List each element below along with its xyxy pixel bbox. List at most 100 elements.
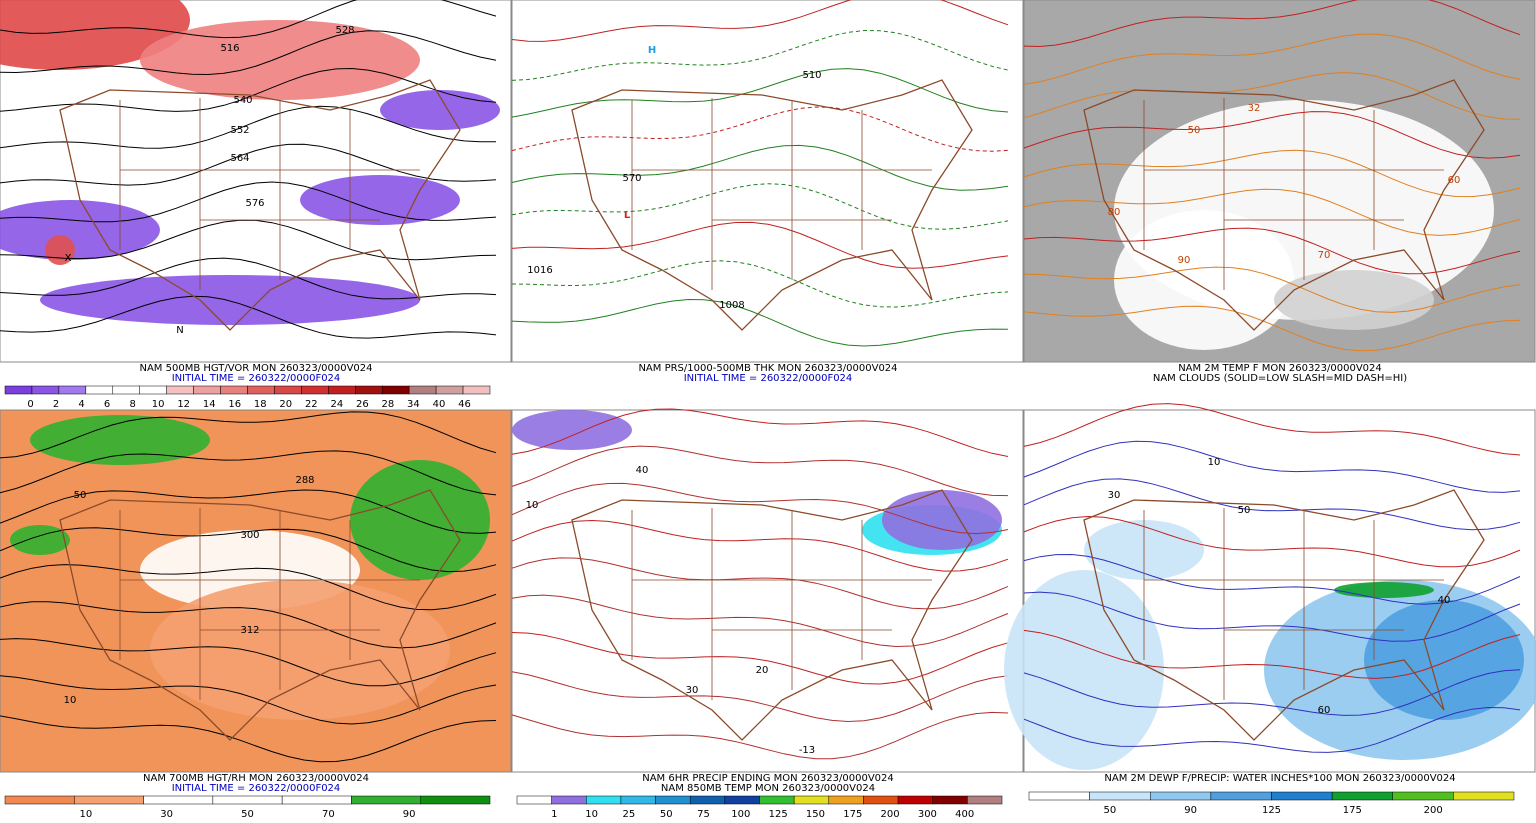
field-area [10, 525, 70, 555]
map-label: 10 [526, 500, 539, 511]
map-label: 60 [1318, 705, 1331, 716]
colorbar-swatch [1028, 791, 1090, 801]
map-label: 576 [245, 198, 264, 209]
contour-line [1023, 669, 1521, 716]
map-label: 312 [240, 625, 259, 636]
map-label: X [65, 253, 72, 264]
contour-line [1023, 111, 1521, 159]
colorbar-swatch [1331, 791, 1393, 801]
map-label: 50 [1238, 505, 1251, 516]
colorbar-label: 90 [403, 809, 416, 819]
state-borders [59, 79, 461, 331]
map-label: 564 [230, 153, 249, 164]
caption: INITIAL TIME = 260322/0000F024 [172, 783, 341, 794]
colorbar-swatch [351, 795, 421, 805]
colorbar-label: 22 [305, 399, 318, 410]
contour-line [0, 638, 497, 687]
colorbar-label: 125 [1262, 805, 1281, 816]
field-area [1004, 570, 1164, 770]
contour-line [0, 295, 497, 339]
field-area [1334, 582, 1434, 598]
colorbar-swatch [689, 795, 726, 805]
contour-line [1023, 478, 1521, 531]
contour-line [0, 489, 497, 534]
contour-line [0, 715, 497, 763]
colorbar-label: 25 [623, 809, 636, 819]
colorbar-swatch [759, 795, 795, 805]
colorbar-swatch [193, 385, 221, 395]
contour-line [0, 143, 497, 186]
panel: 30 40 50 60 10 NAM 2M DEWP F/PRECIP: WATER IN… [1004, 403, 1536, 816]
map-label: 1008 [719, 300, 744, 311]
colorbar-swatch [328, 385, 356, 395]
colorbar-swatch [724, 795, 760, 805]
contour-line [1023, 0, 1521, 48]
caption: NAM 2M TEMP F MON 260323/0000V024 [1178, 363, 1382, 374]
colorbar-label: 100 [731, 809, 750, 819]
colorbar-label: 6 [104, 399, 110, 410]
state-borders [1083, 79, 1485, 331]
contour-line [0, 450, 497, 496]
map-label: 32 [1248, 103, 1261, 114]
contour-line [0, 675, 497, 725]
contour-line [0, 257, 497, 300]
colorbar-swatch [1089, 791, 1151, 801]
field-area [1364, 600, 1524, 720]
colorbar-label: 18 [254, 399, 267, 410]
colorbar-label: 26 [356, 399, 369, 410]
colorbar-swatch [462, 385, 491, 395]
contour-line [511, 482, 1009, 535]
map-label: 40 [1438, 595, 1451, 606]
map-label: 60 [1448, 175, 1461, 186]
contour-line [511, 298, 1009, 347]
colorbar-label: 175 [1343, 805, 1362, 816]
field-area [300, 175, 460, 225]
map-background [511, 0, 1024, 363]
field-area [140, 20, 420, 100]
contour-line [1023, 188, 1521, 236]
colorbar-swatch [143, 795, 214, 805]
caption: NAM 850MB TEMP MON 260323/0000V024 [661, 783, 875, 794]
map-label: 50 [1188, 125, 1201, 136]
contour-line [0, 564, 497, 611]
map-label: 552 [230, 125, 249, 136]
map-label: L [624, 210, 631, 221]
colorbar-swatch [1210, 791, 1272, 801]
contour-line [1023, 515, 1521, 568]
colorbar-swatch [212, 795, 283, 805]
colorbar-swatch [1271, 791, 1333, 801]
map-label: 10 [1208, 457, 1221, 468]
colorbar-swatch [281, 795, 352, 805]
colorbar-swatch [381, 385, 410, 395]
colorbar-label: 8 [129, 399, 135, 410]
field-area [40, 275, 420, 325]
contour-line [511, 0, 1009, 42]
contour-line [511, 557, 1009, 610]
map-label: 10 [64, 695, 77, 706]
colorbar-label: 12 [177, 399, 190, 410]
map-label: 528 [335, 25, 354, 36]
field-area [150, 580, 450, 720]
field-area [1114, 210, 1294, 350]
colorbar-label: 175 [843, 809, 862, 819]
contour-line [0, 601, 497, 649]
colorbar-label: 10 [585, 809, 598, 819]
contour-line [1023, 305, 1521, 352]
colorbar-swatch [435, 385, 464, 395]
caption: NAM 700MB HGT/RH MON 260323/0000V024 [143, 773, 369, 784]
caption: INITIAL TIME = 260322/0000F024 [684, 373, 853, 384]
field-area [30, 415, 210, 465]
colorbar-swatch [620, 795, 656, 805]
contour-line [511, 632, 1009, 685]
colorbar-label: 28 [382, 399, 395, 410]
colorbar-swatch [85, 385, 114, 395]
colorbar-swatch [301, 385, 329, 395]
map-label: 288 [295, 475, 314, 486]
colorbar-label: 16 [228, 399, 241, 410]
map-label: 70 [1318, 250, 1331, 261]
contour-line [511, 221, 1009, 269]
colorbar-label: 46 [458, 399, 471, 410]
colorbar-swatch [932, 795, 968, 805]
contour-line [1023, 227, 1521, 275]
colorbar-label: 40 [433, 399, 446, 410]
